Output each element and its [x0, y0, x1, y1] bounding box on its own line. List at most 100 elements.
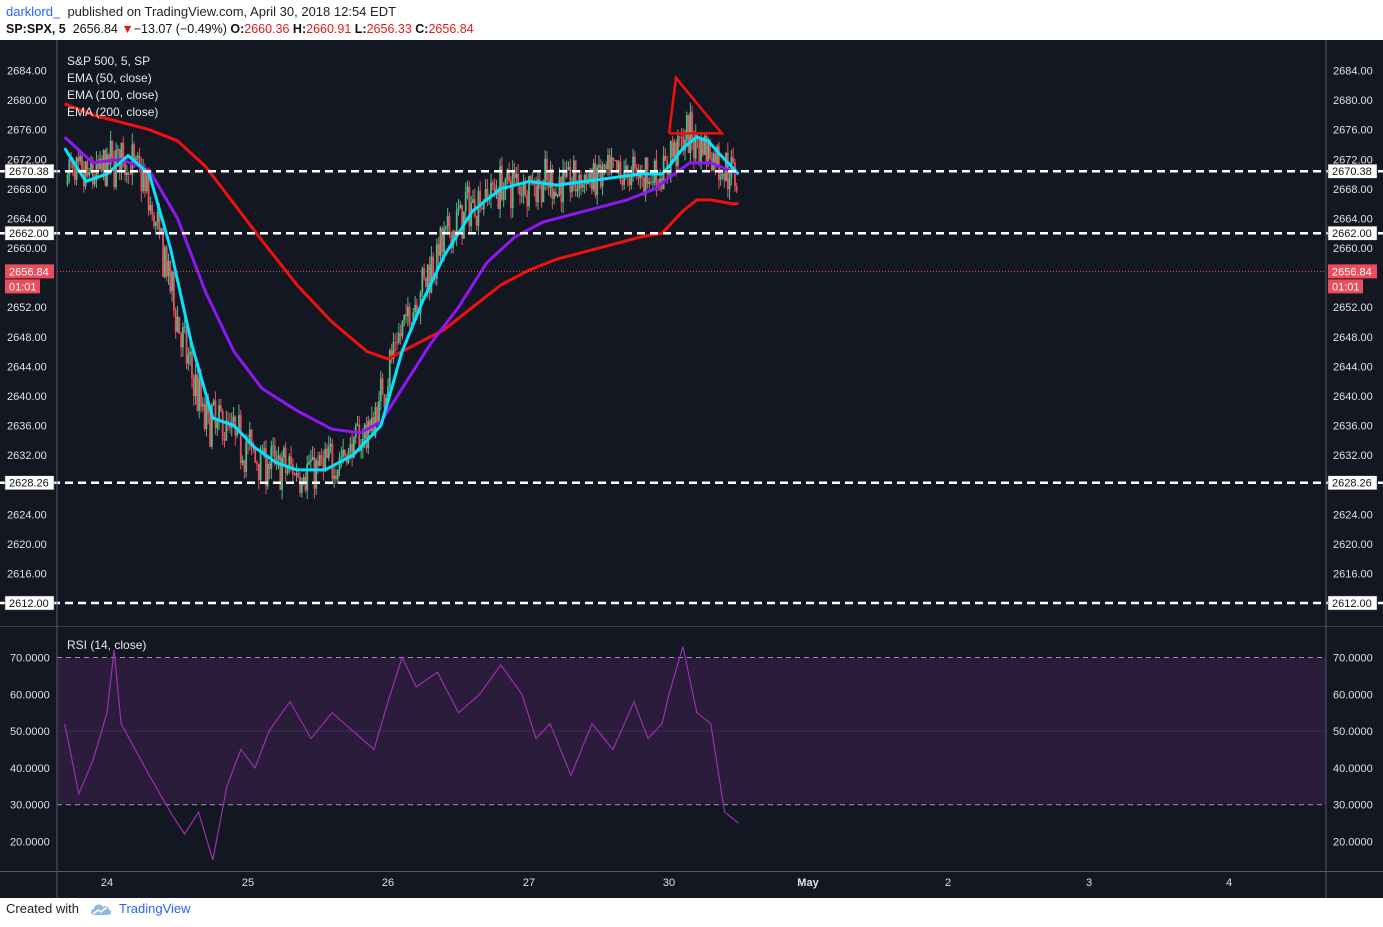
candle-body-259 [533, 182, 536, 186]
y-label-left-9: 2644.00 [7, 361, 47, 373]
candle-body-303 [612, 157, 615, 160]
rsi-label-left-5: 20.0000 [10, 837, 50, 849]
candle-body-251 [519, 185, 521, 196]
level-label-left-0: 2670.38 [9, 166, 49, 178]
candle-body-63 [180, 334, 183, 348]
y-label-right-14: 2620.00 [1333, 539, 1373, 551]
ema-line-2 [64, 102, 739, 361]
candle-body-221 [464, 192, 467, 212]
candle-body-144 [326, 448, 328, 459]
y-label-right-13: 2624.00 [1333, 509, 1373, 521]
y-label-right-1: 2680.00 [1333, 95, 1373, 107]
price-pane[interactable] [0, 74, 1383, 605]
candle-body-163 [360, 447, 362, 452]
candle-body-192 [412, 312, 415, 325]
candle-body-260 [535, 185, 538, 203]
candle-body-190 [408, 306, 411, 324]
tradingview-cloud-icon [90, 904, 112, 915]
ema-line-0 [63, 135, 740, 472]
candle-body-325 [651, 181, 654, 183]
candle-body-292 [592, 163, 595, 190]
candle-body-150 [336, 470, 339, 480]
candle-body-109 [263, 448, 266, 454]
candle-body-324 [650, 181, 652, 183]
rsi-title[interactable]: RSI (14, close) [67, 638, 146, 652]
candle-body-88 [225, 420, 228, 441]
candle-body-118 [279, 455, 282, 490]
candle-body-354 [703, 136, 706, 155]
candle-body-21 [104, 150, 107, 186]
candle-body-102 [250, 429, 253, 448]
y-label-left-8: 2648.00 [7, 332, 47, 344]
low-value: 2656.33 [366, 22, 412, 36]
candle-body-149 [335, 475, 337, 480]
candle-body-252 [520, 195, 523, 197]
candle-body-136 [311, 457, 314, 461]
candle-body-302 [610, 157, 613, 173]
candle-body-37 [133, 144, 136, 161]
candle-body-219 [461, 204, 464, 239]
candle-body-138 [315, 460, 318, 489]
candle-body-128 [297, 473, 300, 478]
candle-body-26 [113, 157, 116, 188]
y-label-left-4: 2668.00 [7, 184, 47, 196]
footer: Created with TradingView [6, 901, 191, 916]
candle-body-217 [457, 208, 460, 212]
candle-body-166 [365, 424, 368, 449]
candle-body-107 [259, 453, 262, 481]
candle-body-201 [428, 264, 431, 293]
y-label-right-7: 2652.00 [1333, 302, 1373, 314]
level-label-left-3: 2612.00 [9, 598, 49, 610]
tradingview-link[interactable]: TradingView [118, 901, 191, 916]
candle-body-187 [403, 314, 406, 321]
y-label-right-0: 2684.00 [1333, 66, 1373, 78]
last-price-label-right: 2656.84 [1332, 266, 1372, 278]
candle-body-38 [135, 157, 137, 161]
rsi-label-left-3: 40.0000 [10, 763, 50, 775]
candle-body-247 [511, 170, 514, 209]
x-tick-4: 30 [663, 877, 675, 889]
legend-ema200[interactable]: EMA (200, close) [67, 105, 158, 119]
candle-body-141 [320, 455, 323, 459]
legend-ema50[interactable]: EMA (50, close) [67, 71, 152, 85]
publisher-name[interactable]: darklord_ [6, 4, 61, 19]
candle-body-313 [630, 175, 633, 186]
candle-body-55 [165, 247, 168, 277]
close-value: 2656.84 [428, 22, 474, 36]
high-label: H: [292, 22, 307, 36]
rsi-label-left-2: 50.0000 [10, 726, 50, 738]
candle-body-341 [680, 136, 683, 138]
candle-body-222 [466, 186, 469, 193]
y-label-left-11: 2636.00 [7, 421, 47, 433]
candle-body-92 [232, 416, 235, 422]
rsi-label-right-4: 30.0000 [1333, 800, 1373, 812]
candle-body-231 [482, 199, 485, 210]
last-price-box-right [1328, 264, 1377, 279]
candle-body-274 [560, 176, 563, 203]
candle-body-140 [318, 455, 321, 466]
candle-body-243 [504, 178, 507, 191]
legend-ema100[interactable]: EMA (100, close) [67, 88, 158, 102]
candle-body-106 [257, 463, 260, 481]
candle-body-287 [583, 174, 586, 185]
candle-body-175 [381, 378, 384, 395]
candle-body-295 [598, 164, 600, 168]
candle-body-57 [169, 260, 172, 292]
y-label-right-11: 2636.00 [1333, 421, 1373, 433]
candle-body-352 [700, 139, 702, 162]
candle-body-244 [506, 169, 509, 179]
candle-body-216 [455, 211, 458, 237]
candle-body-208 [441, 227, 444, 253]
chart-canvas[interactable]: 2684.00 2684.00 2680.00 2680.00 2676.00 2676.… [0, 40, 1383, 898]
candle-body-191 [410, 323, 413, 325]
candle-body-184 [397, 333, 400, 343]
candle-body-157 [349, 443, 352, 451]
candle-body-31 [122, 142, 125, 160]
rsi-pane[interactable] [57, 646, 1326, 861]
candle-body-305 [616, 160, 618, 172]
candle-body-237 [493, 184, 496, 196]
candle-body-180 [390, 350, 393, 360]
candle-body-6 [77, 157, 80, 162]
high-value: 2660.91 [306, 22, 352, 36]
candle-body-54 [163, 247, 166, 277]
